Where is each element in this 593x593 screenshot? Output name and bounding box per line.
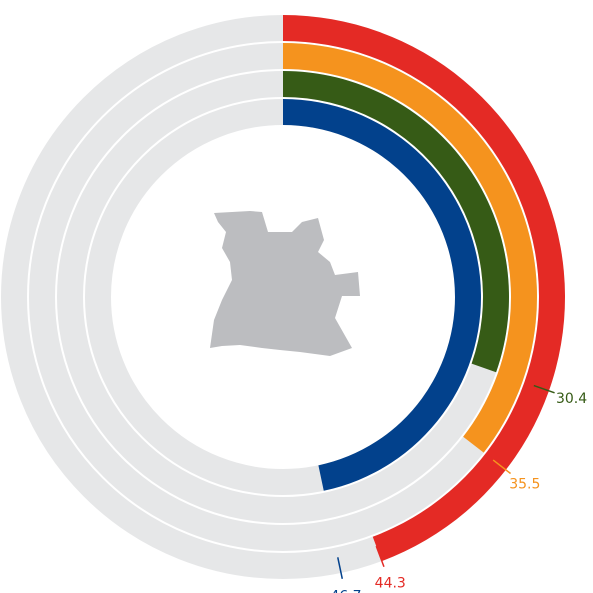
- leader-line: [533, 384, 555, 394]
- value-label: 44.3: [375, 576, 406, 592]
- leader-line: [375, 545, 385, 567]
- ring-bar: [283, 71, 510, 373]
- ring-bar: [283, 43, 537, 453]
- leader-line: [337, 557, 344, 579]
- value-label: 30.4: [556, 391, 587, 407]
- country-map: [210, 211, 360, 356]
- leader-line: [492, 459, 512, 475]
- value-label: 35.5: [509, 477, 540, 493]
- value-label: 46.7: [330, 588, 361, 593]
- ring-bar: [283, 99, 481, 491]
- ring-bar: [283, 15, 565, 562]
